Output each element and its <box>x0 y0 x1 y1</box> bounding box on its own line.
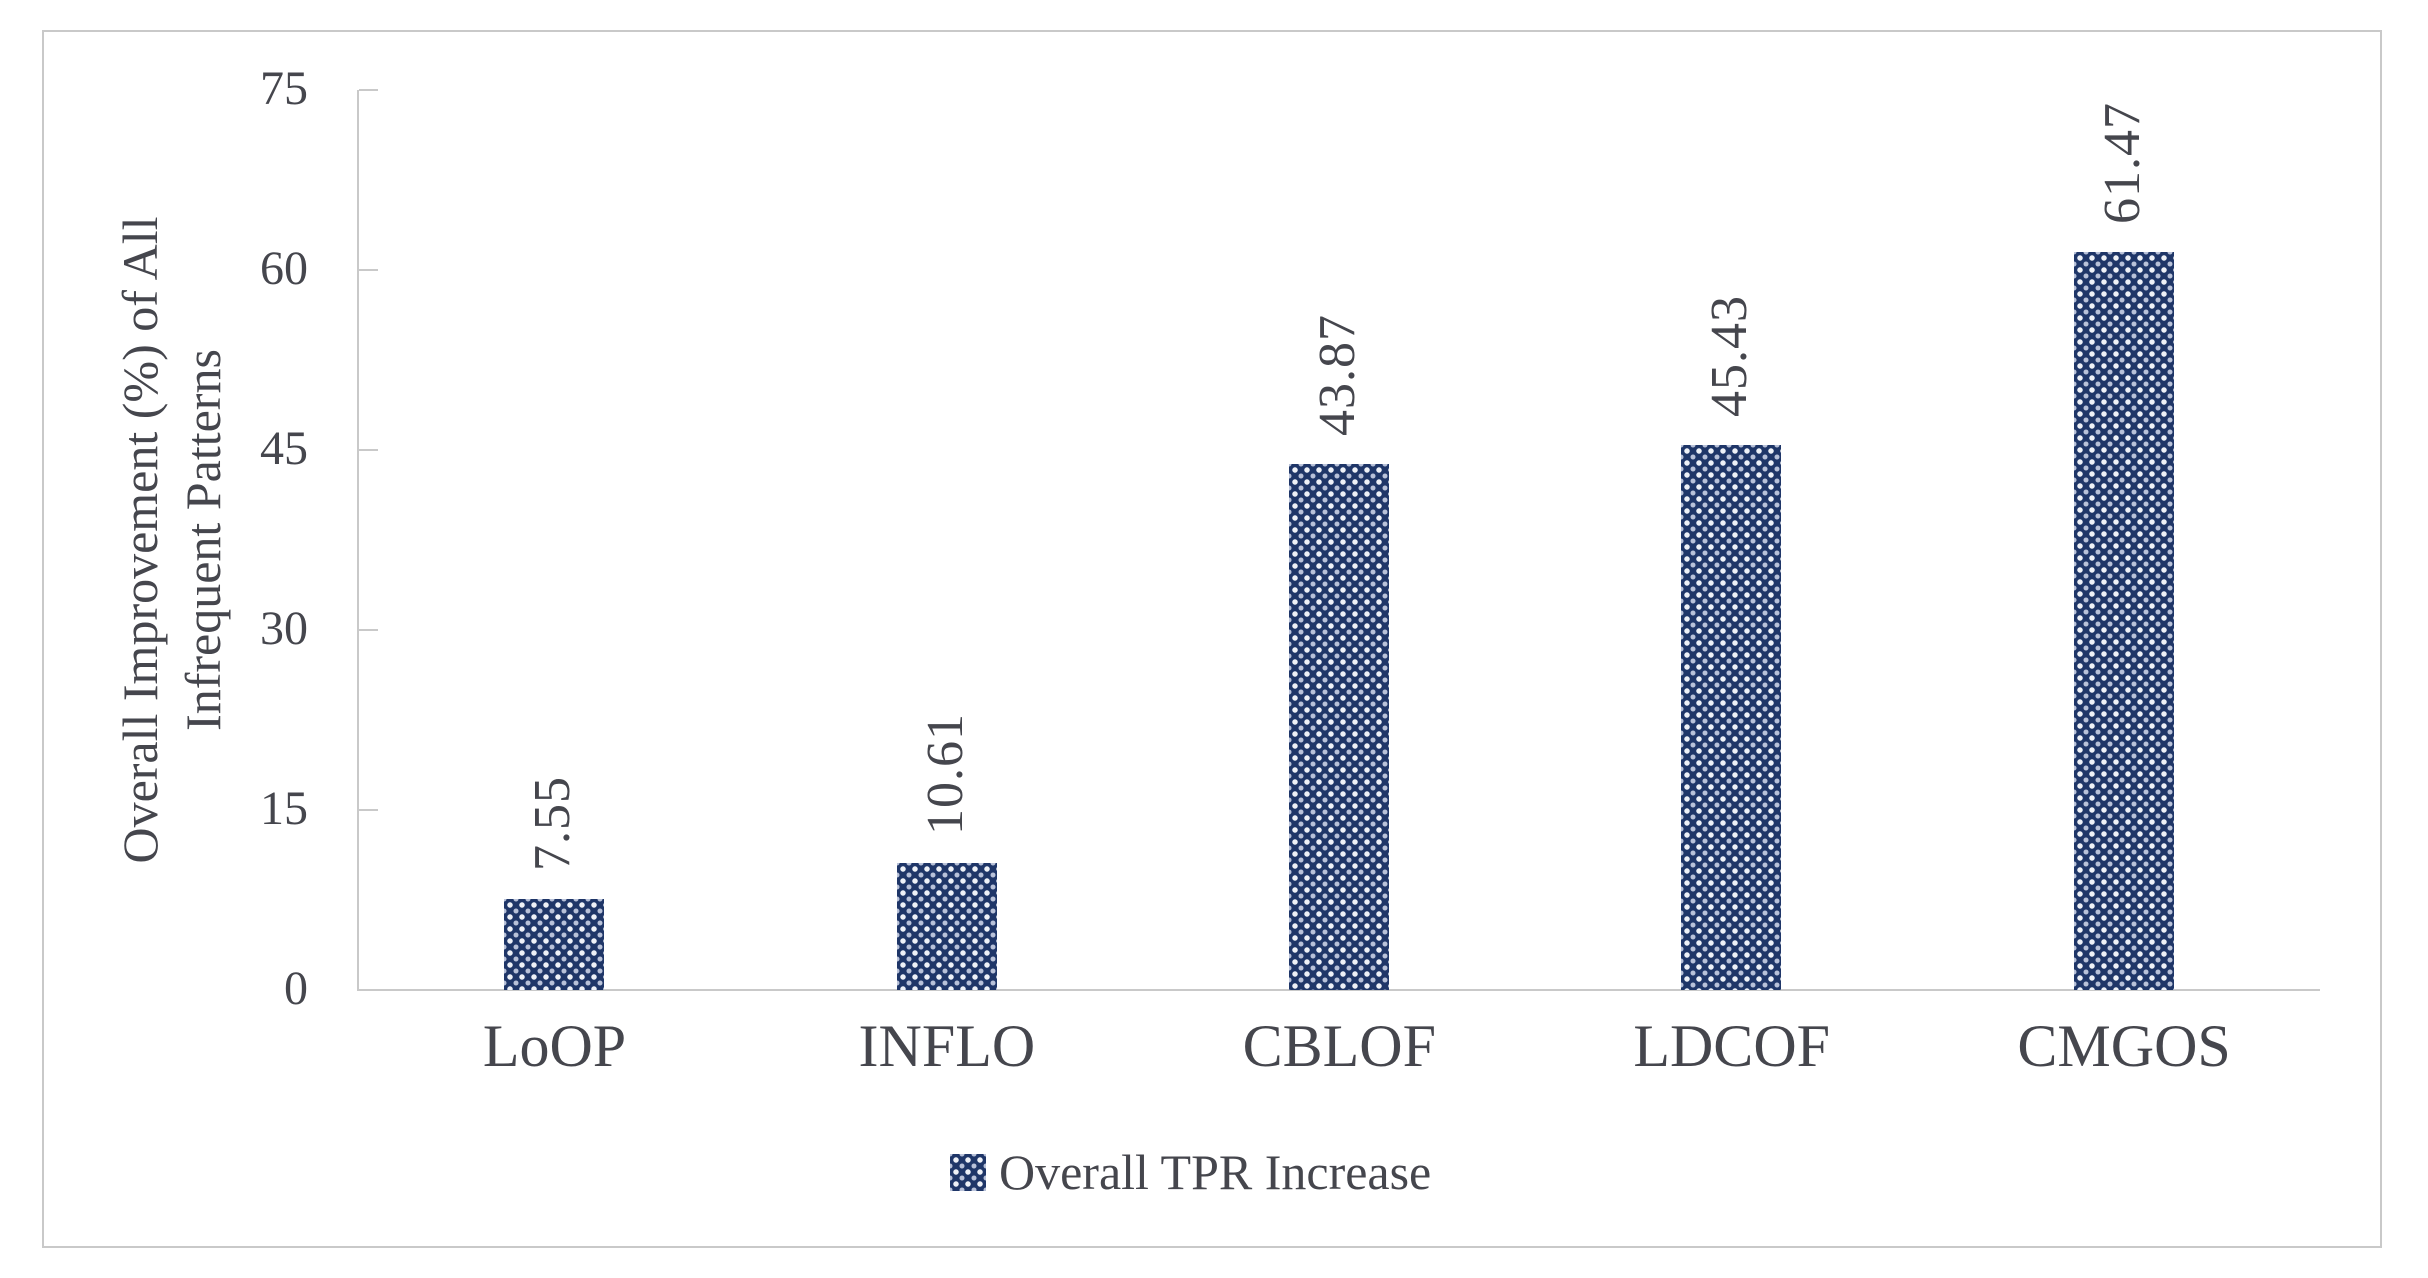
y-tick-mark-15 <box>359 809 378 811</box>
x-axis-line <box>357 989 2320 991</box>
bar-cmgos <box>2073 252 2174 990</box>
y-axis-line <box>357 90 359 990</box>
y-tick-mark-60 <box>359 269 378 271</box>
value-label-cmgos: 61.47 <box>2093 102 2151 225</box>
x-category-label-ldcof: LDCOF <box>1633 1013 1831 1079</box>
value-label-cblof: 43.87 <box>1309 313 1366 436</box>
value-label-ldcof: 45.43 <box>1701 294 1759 417</box>
chart-border-frame <box>42 30 2382 1248</box>
legend-label: Overall TPR Increase <box>999 1144 1432 1200</box>
bar-ldcof <box>1681 444 1782 990</box>
x-category-label-loop: LoOP <box>482 1013 627 1079</box>
y-tick-label-45: 45 <box>260 422 308 475</box>
y-tick-label-15: 15 <box>260 782 308 835</box>
y-axis-title-line-1: Overall Improvement (%) of All <box>112 216 168 864</box>
bar-loop <box>504 899 605 990</box>
value-label-loop: 7.55 <box>524 776 582 872</box>
value-label-inflo: 10.61 <box>916 712 974 835</box>
y-tick-mark-30 <box>359 629 378 631</box>
bar-cblof <box>1289 463 1389 990</box>
y-tick-label-60: 60 <box>260 242 308 295</box>
bar-inflo <box>896 862 997 990</box>
x-category-label-cmgos: CMGOS <box>2017 1013 2231 1079</box>
y-axis-title-line-2: Infrequent Patterns <box>175 349 231 731</box>
y-axis-title: Overall Improvement (%) of All Infrequen… <box>109 216 235 863</box>
y-tick-label-30: 30 <box>260 602 308 655</box>
legend: Overall TPR Increase <box>950 1144 1431 1200</box>
legend-swatch-overall-tpr-increase <box>950 1153 986 1191</box>
y-tick-label-0: 0 <box>284 962 308 1015</box>
y-tick-mark-45 <box>359 449 378 451</box>
y-tick-label-75: 75 <box>260 62 308 115</box>
x-category-label-inflo: INFLO <box>858 1013 1036 1079</box>
y-tick-mark-75 <box>359 89 378 91</box>
x-category-label-cblof: CBLOF <box>1242 1013 1436 1079</box>
